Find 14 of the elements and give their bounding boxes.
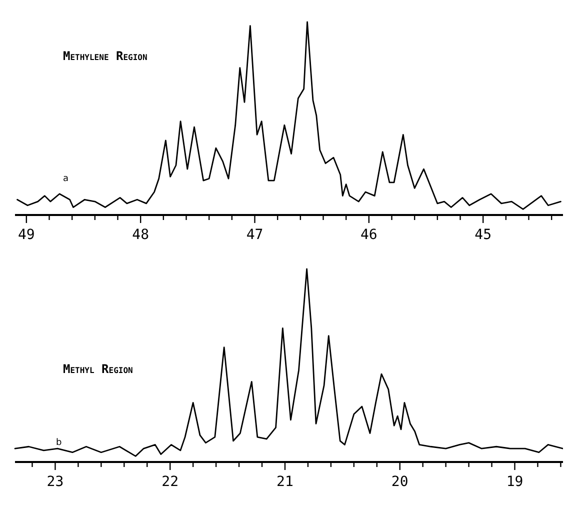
x-tick-label: 47 [246, 227, 264, 243]
text: Methylene Region [63, 49, 148, 63]
x-tick-label: 49 [18, 227, 35, 243]
x-tick-label: 19 [506, 474, 524, 490]
x-tick-label: 22 [162, 474, 179, 490]
text: Methyl Region [63, 362, 134, 376]
x-tick-label: 20 [391, 474, 408, 490]
x-tick-label: 48 [132, 227, 150, 243]
x-tick-label: 21 [276, 474, 294, 490]
x-tick-label: 45 [474, 227, 492, 243]
x-tick-label: 23 [46, 474, 64, 490]
x-tick-label: 46 [360, 227, 378, 243]
annotation: b [56, 438, 62, 448]
annotation: a [63, 174, 69, 184]
